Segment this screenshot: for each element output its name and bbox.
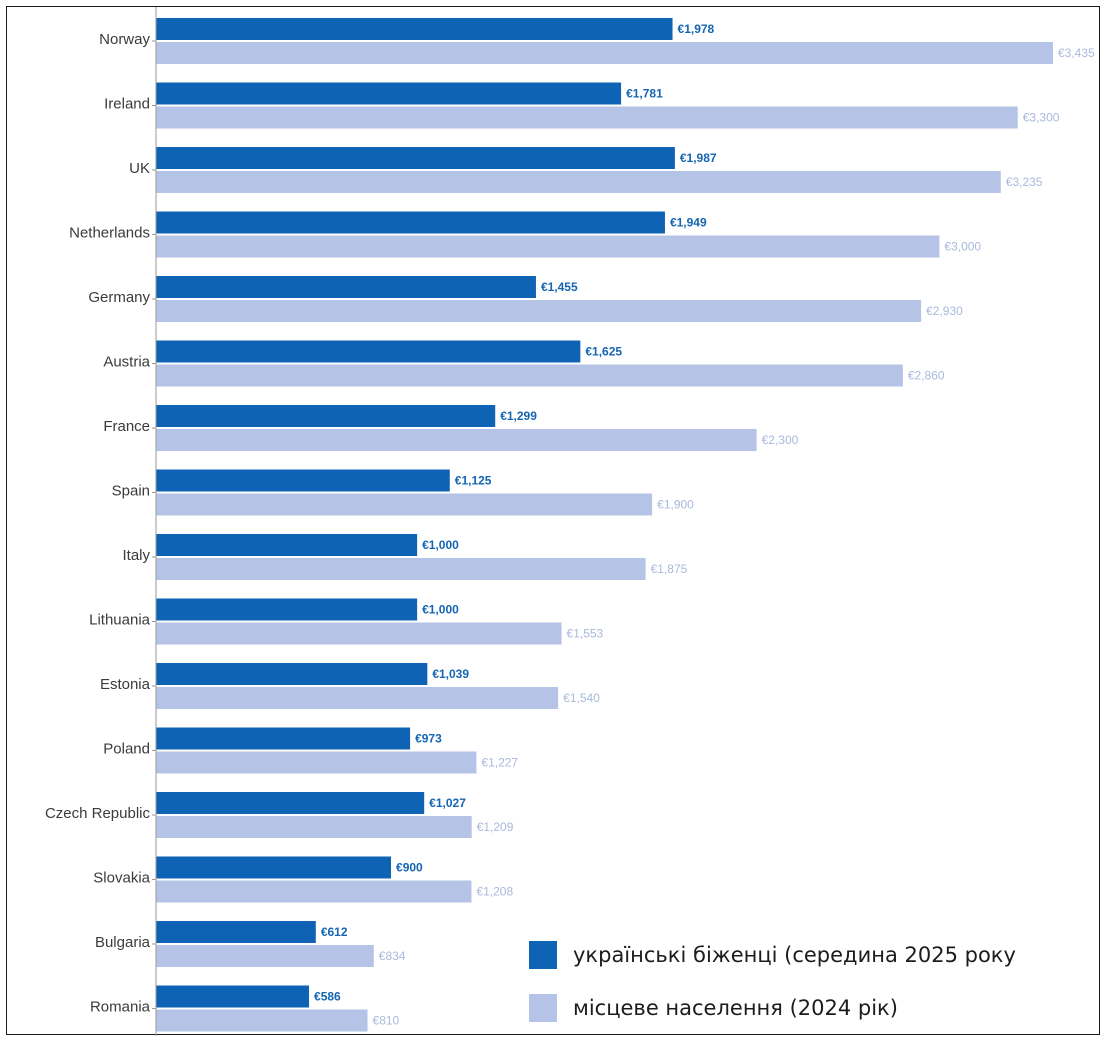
category-label-romania: Romania [90,999,151,1016]
data-label-local-czech-republic: €1,209 [477,820,514,834]
data-label-local-norway: €3,435 [1058,46,1095,60]
bar-refugees-norway [156,18,673,40]
data-label-refugees-romania: €586 [314,990,341,1004]
bar-refugees-uk [156,147,675,169]
data-label-refugees-uk: €1,987 [680,151,717,165]
category-label-italy: Italy [122,547,150,564]
category-label-france: France [103,418,150,435]
bar-local-norway [156,42,1053,64]
category-label-germany: Germany [88,289,150,306]
bar-local-italy [156,558,646,580]
bar-refugees-france [156,405,496,427]
bar-local-czech-republic [156,816,472,838]
category-label-slovakia: Slovakia [93,870,150,887]
bar-local-ireland [156,106,1018,129]
bar-local-spain [156,493,653,516]
legend-item-refugees: українські біженці (середина 2025 року [529,941,1016,969]
bar-local-slovakia [156,880,472,903]
bar-refugees-austria [156,340,581,363]
data-label-refugees-czech-republic: €1,027 [429,796,466,810]
category-label-ireland: Ireland [104,96,150,113]
data-label-local-romania: €810 [373,1014,400,1028]
legend-swatch-local [529,994,557,1022]
data-label-refugees-ireland: €1,781 [626,87,663,101]
bar-refugees-germany [156,276,536,298]
bar-local-bulgaria [156,945,374,967]
data-label-local-italy: €1,875 [651,562,688,576]
data-label-refugees-germany: €1,455 [541,280,578,294]
legend-label-refugees: українські біженці (середина 2025 року [573,943,1016,967]
bars: €1,978 €3,435 €1,781 €3,300 €1,987 €3,235 €1,9… [156,18,1095,1032]
bar-refugees-lithuania [156,598,418,621]
bar-refugees-bulgaria [156,921,316,943]
bar-chart: Norway Ireland UK Netherlands Germany Austria… [45,7,1095,1036]
category-label-spain: Spain [112,483,150,500]
bar-local-germany [156,300,922,322]
bar-local-estonia [156,687,559,709]
bar-refugees-italy [156,534,418,556]
data-label-local-lithuania: €1,553 [567,627,604,641]
bar-refugees-ireland [156,82,622,105]
data-label-refugees-spain: €1,125 [455,474,492,488]
category-label-netherlands: Netherlands [69,225,150,242]
bar-local-poland [156,751,477,774]
data-label-refugees-poland: €973 [415,732,442,746]
data-label-refugees-france: €1,299 [500,409,537,423]
legend-label-local: місцеве населення (2024 рік) [573,996,898,1020]
data-label-local-netherlands: €3,000 [944,240,981,254]
bar-refugees-spain [156,469,450,492]
bar-refugees-czech-republic [156,792,425,814]
bar-refugees-poland [156,727,411,750]
bar-refugees-slovakia [156,856,392,879]
data-label-local-austria: €2,860 [908,369,945,383]
data-label-refugees-austria: €1,625 [585,345,622,359]
bar-refugees-romania [156,985,310,1008]
category-label-lithuania: Lithuania [89,612,151,629]
data-label-refugees-italy: €1,000 [422,538,459,552]
data-label-refugees-bulgaria: €612 [321,925,348,939]
category-label-estonia: Estonia [100,676,151,693]
category-label-norway: Norway [99,31,150,48]
data-label-local-ireland: €3,300 [1023,111,1060,125]
bar-local-austria [156,364,903,387]
bar-refugees-netherlands [156,211,665,234]
bar-local-uk [156,171,1001,193]
bar-local-netherlands [156,235,940,258]
legend-swatch-refugees [529,941,557,969]
data-label-refugees-estonia: €1,039 [432,667,469,681]
bar-local-lithuania [156,622,562,645]
data-label-local-uk: €3,235 [1006,175,1043,189]
data-label-local-slovakia: €1,208 [476,885,513,899]
data-label-refugees-slovakia: €900 [396,861,423,875]
data-label-local-germany: €2,930 [926,304,963,318]
bar-local-romania [156,1009,368,1032]
category-label-uk: UK [129,160,150,177]
category-label-austria: Austria [103,354,150,371]
category-label-czech-republic: Czech Republic [45,805,151,822]
category-label-bulgaria: Bulgaria [95,934,151,951]
data-label-refugees-netherlands: €1,949 [670,216,707,230]
data-label-local-spain: €1,900 [657,498,694,512]
legend-item-local: місцеве населення (2024 рік) [529,994,898,1022]
data-label-local-france: €2,300 [762,433,799,447]
category-label-poland: Poland [103,741,150,758]
data-label-local-poland: €1,227 [481,756,518,770]
data-label-refugees-norway: €1,978 [678,22,715,36]
bar-refugees-estonia [156,663,428,685]
data-label-local-estonia: €1,540 [563,691,600,705]
bar-local-france [156,429,757,451]
data-label-refugees-lithuania: €1,000 [422,603,459,617]
category-labels: Norway Ireland UK Netherlands Germany Austria… [45,31,156,1016]
chart-frame: Norway Ireland UK Netherlands Germany Austria… [6,6,1100,1036]
data-label-local-bulgaria: €834 [379,949,406,963]
